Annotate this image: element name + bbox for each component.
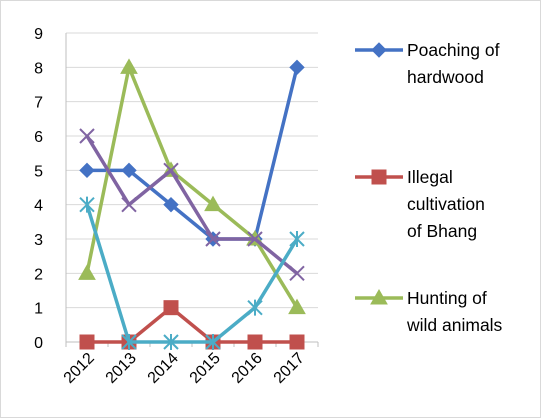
legend: Poaching of hardwood Illegal cultivation of … <box>355 40 503 335</box>
y-tick-label: 0 <box>34 335 43 352</box>
data-point <box>79 162 95 179</box>
data-point <box>289 59 305 76</box>
legend-entry: Poaching of hardwood <box>355 40 500 87</box>
data-point <box>289 265 305 282</box>
y-axis-ticks: 0 1 2 3 4 5 6 7 8 9 <box>34 26 43 352</box>
legend-label: Hunting of <box>407 288 487 308</box>
y-tick-label: 3 <box>34 232 43 249</box>
x-tick-label: 2016 <box>229 350 266 387</box>
legend-entry: Illegal cultivation of Bhang <box>355 167 485 241</box>
y-tick-label: 9 <box>34 26 43 43</box>
data-point <box>121 334 137 350</box>
legend-swatch-marker <box>371 42 387 58</box>
data-point <box>163 334 179 350</box>
data-point <box>247 231 263 247</box>
data-point <box>288 298 306 315</box>
data-point <box>79 196 95 213</box>
series-line <box>87 66 299 241</box>
data-point <box>79 334 95 350</box>
x-tick-label: 2014 <box>145 350 182 387</box>
data-point <box>121 162 137 179</box>
y-tick-label: 7 <box>34 95 43 112</box>
data-point <box>247 334 263 350</box>
y-tick-label: 8 <box>34 60 43 77</box>
y-tick-label: 4 <box>34 198 43 215</box>
x-tick-label: 2015 <box>187 350 224 387</box>
data-point <box>163 162 179 179</box>
data-point <box>289 334 305 350</box>
data-point <box>289 231 305 247</box>
x-tick-label: 2012 <box>61 350 98 387</box>
legend-swatch-marker <box>370 288 388 305</box>
data-point <box>121 196 137 213</box>
series-poaching-of-hardwood <box>79 59 305 247</box>
data-point <box>163 300 179 316</box>
data-point <box>163 196 179 213</box>
series-series-5 <box>79 196 305 350</box>
series-group <box>78 58 306 350</box>
series-line <box>85 204 299 344</box>
series-line <box>85 65 299 309</box>
legend-label: cultivation <box>407 194 485 214</box>
legend-label: hardwood <box>407 67 484 87</box>
data-point <box>205 334 221 350</box>
legend-label: Illegal <box>407 167 453 187</box>
data-point <box>204 195 222 212</box>
data-point <box>120 58 138 74</box>
x-tick-label: 2013 <box>103 350 140 387</box>
y-tick-label: 2 <box>34 266 43 283</box>
data-point <box>78 264 96 280</box>
data-point <box>205 231 221 247</box>
legend-label: wild animals <box>406 315 503 335</box>
y-tick-label: 5 <box>34 163 43 180</box>
legend-label: Poaching of <box>407 40 500 60</box>
x-axis-ticks: 2012 2013 2014 2015 2016 2017 <box>61 350 308 387</box>
legend-entry: Hunting of wild animals <box>355 288 503 335</box>
y-tick-label: 1 <box>34 301 43 318</box>
series-hunting-of-wild-animals <box>78 58 306 315</box>
legend-label: of Bhang <box>407 221 477 241</box>
y-tick-label: 6 <box>34 129 43 146</box>
series-series-4 <box>79 128 305 282</box>
data-point <box>79 128 95 144</box>
legend-swatch-marker <box>371 169 387 185</box>
data-point <box>247 299 263 316</box>
x-tick-label: 2017 <box>271 350 308 387</box>
